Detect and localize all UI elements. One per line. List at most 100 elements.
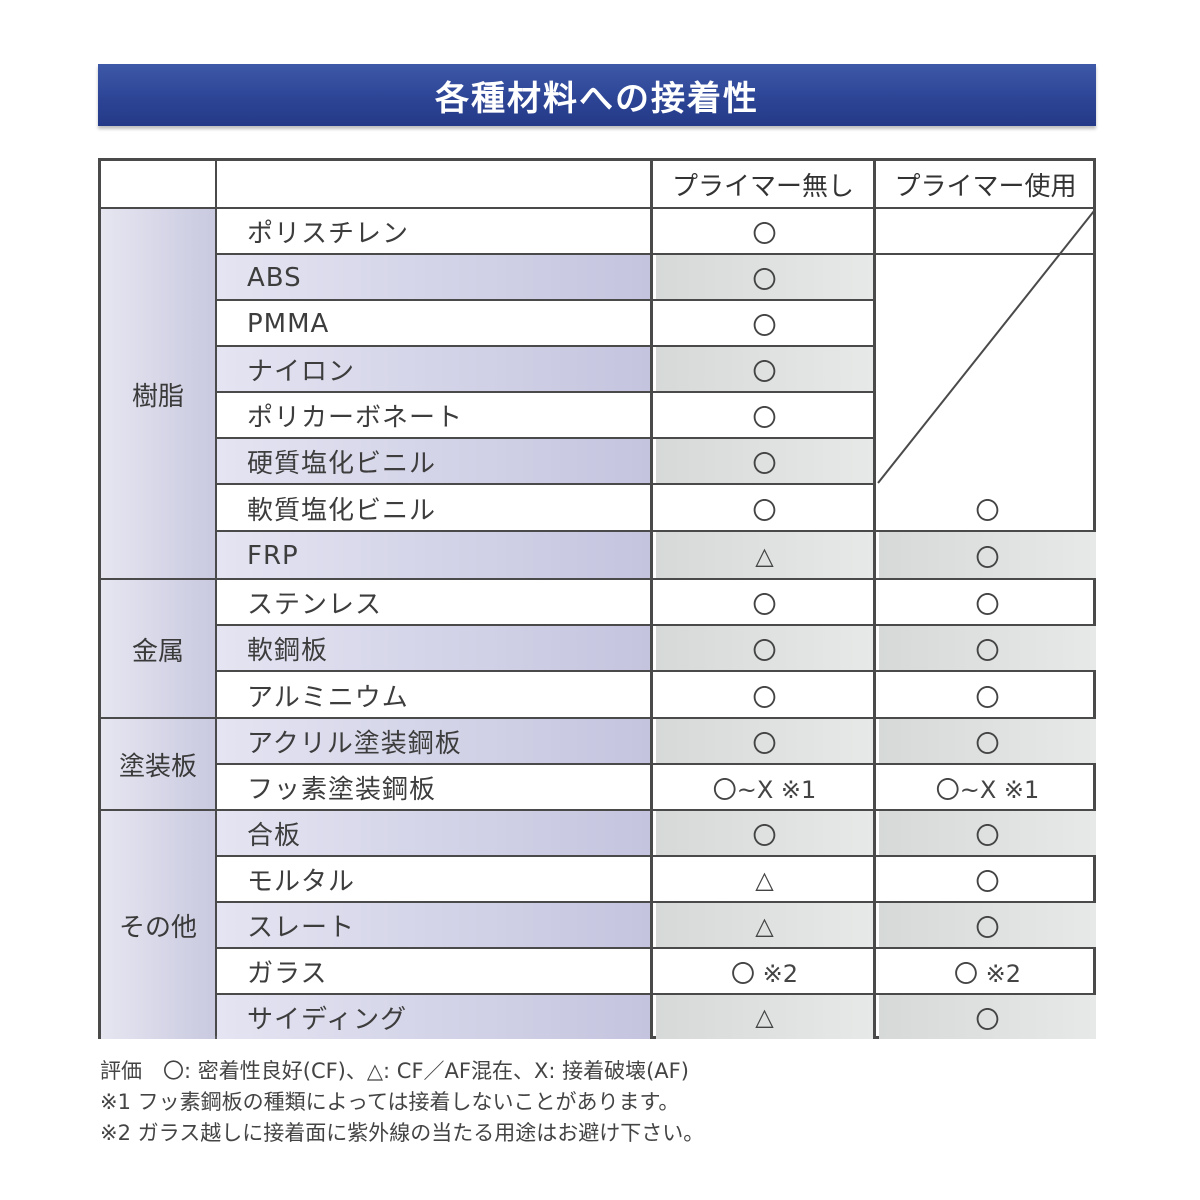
header-with-primer: プライマー使用: [894, 172, 1077, 202]
rating-no-primer: 〇~X ※1: [712, 776, 817, 804]
rating-with-primer: 〇: [975, 868, 1000, 896]
rating-no-primer: 〇: [656, 255, 873, 300]
table-row: 硬質塩化ビニル 〇: [217, 439, 1096, 484]
grid-line: [650, 161, 653, 1036]
table-row: アクリル塗装鋼板 〇 〇: [217, 719, 1096, 764]
grid-line: [217, 901, 1096, 903]
grid-line: [215, 161, 217, 1036]
material-name: アルミニウム: [247, 682, 409, 713]
table-row: 合板 〇 〇: [217, 811, 1096, 856]
footnote-1: ※1 フッ素鋼板の種類によっては接着しないことがあります。: [100, 1090, 680, 1114]
adhesion-table: プライマー無し プライマー使用 樹脂 金属 塗装板 その他 ポリスチレン 〇 A…: [98, 158, 1096, 1039]
category-other: その他: [101, 811, 217, 1039]
rating-with-primer: 〇: [879, 626, 1096, 671]
material-name: ナイロン: [217, 347, 650, 392]
table-row: スレート △ 〇: [217, 903, 1096, 948]
material-name: スレート: [217, 903, 650, 948]
rating-with-primer: 〇: [975, 496, 1000, 525]
table-row: 軟質塩化ビニル 〇 〇: [217, 485, 1096, 531]
grid-line: [217, 855, 1096, 857]
rating-no-primer: 〇: [656, 719, 873, 764]
material-name: フッ素塗装鋼板: [247, 775, 437, 805]
table-row: 軟鋼板 〇 〇: [217, 626, 1096, 671]
grid-line: [101, 207, 1096, 209]
table-row: PMMA 〇: [217, 301, 1096, 346]
rating-no-primer: 〇 ※2: [730, 960, 798, 988]
rating-no-primer: 〇: [656, 439, 873, 484]
rating-no-primer: 〇: [656, 811, 873, 856]
grid-line: [217, 391, 874, 393]
grid-line: [217, 670, 1096, 672]
material-name: ポリカーボネート: [247, 403, 464, 433]
rating-no-primer: 〇: [752, 220, 777, 248]
grid-line: [101, 578, 1096, 580]
material-name: ガラス: [247, 959, 328, 989]
table-row: FRP △ 〇: [217, 532, 1096, 579]
rating-no-primer: 〇: [752, 404, 777, 432]
rating-with-primer: 〇: [879, 903, 1096, 948]
rating-with-primer: 〇~X ※1: [935, 776, 1040, 804]
grid-line: [101, 809, 1096, 811]
material-name: アクリル塗装鋼板: [217, 719, 650, 764]
table-row: アルミニウム 〇 〇: [217, 672, 1096, 718]
rating-no-primer: 〇: [656, 347, 873, 392]
rating-with-primer: 〇: [975, 591, 1000, 619]
grid-line: [217, 253, 1096, 255]
table-row: ポリスチレン 〇: [217, 209, 1096, 254]
rating-no-primer: 〇: [752, 312, 777, 340]
category-resin: 樹脂: [101, 209, 217, 579]
grid-line: [217, 763, 1096, 765]
material-name: FRP: [217, 532, 650, 579]
rating-no-primer: △: [656, 995, 873, 1039]
page-title: 各種材料への接着性: [435, 78, 759, 119]
grid-line: [217, 530, 1096, 532]
grid-line: [217, 993, 1096, 995]
grid-line: [217, 947, 1096, 949]
grid-line: [101, 717, 1096, 719]
not-applicable-slash: [877, 210, 1095, 484]
table-row: ステンレス 〇 〇: [217, 580, 1096, 625]
material-name: ABS: [217, 255, 650, 300]
rating-with-primer: 〇: [975, 683, 1000, 712]
grid-line: [217, 437, 874, 439]
material-name: 合板: [217, 811, 650, 856]
table-row: サイディング △ 〇: [217, 995, 1096, 1039]
evaluation-legend: 評価 〇: 密着性良好(CF)、△: CF／AF混在、X: 接着破壊(AF): [100, 1059, 689, 1083]
rating-with-primer: 〇: [879, 811, 1096, 856]
rating-with-primer: 〇: [879, 995, 1096, 1039]
rating-no-primer: 〇: [752, 496, 777, 525]
material-name: サイディング: [217, 995, 650, 1039]
rating-no-primer: △: [755, 865, 774, 894]
table-row: ナイロン 〇: [217, 347, 1096, 392]
category-metal: 金属: [101, 580, 217, 718]
rating-no-primer: 〇: [752, 683, 777, 712]
table-row: フッ素塗装鋼板 〇~X ※1 〇~X ※1: [217, 765, 1096, 810]
rating-no-primer: 〇: [752, 591, 777, 619]
table-row: ガラス 〇 ※2 〇 ※2: [217, 949, 1096, 994]
table-row: ABS 〇: [217, 255, 1096, 300]
material-name: 硬質塩化ビニル: [217, 439, 650, 484]
rating-with-primer: 〇: [879, 719, 1096, 764]
grid-line: [217, 624, 1096, 626]
rating-with-primer: 〇: [879, 532, 1096, 579]
rating-no-primer: 〇: [656, 626, 873, 671]
table-row: ポリカーボネート 〇: [217, 393, 1096, 438]
material-name: モルタル: [247, 867, 356, 897]
grid-line: [873, 161, 876, 1036]
rating-no-primer: △: [656, 532, 873, 579]
rating-with-primer: 〇 ※2: [953, 960, 1021, 988]
category-painted: 塗装板: [101, 719, 217, 810]
grid-line: [217, 483, 874, 485]
title-banner: 各種材料への接着性: [98, 64, 1096, 126]
grid-line: [217, 299, 874, 301]
grid-line: [217, 345, 874, 347]
material-name: 軟質塩化ビニル: [247, 495, 437, 526]
material-name: ポリスチレン: [247, 219, 410, 249]
material-name: ステンレス: [247, 590, 383, 620]
table-row: モルタル △ 〇: [217, 857, 1096, 902]
footnote-2: ※2 ガラス越しに接着面に紫外線の当たる用途はお避け下さい。: [100, 1121, 705, 1145]
rating-no-primer: △: [656, 903, 873, 948]
material-name: PMMA: [247, 308, 330, 339]
material-name: 軟鋼板: [217, 626, 650, 671]
header-no-primer: プライマー無し: [671, 172, 854, 202]
